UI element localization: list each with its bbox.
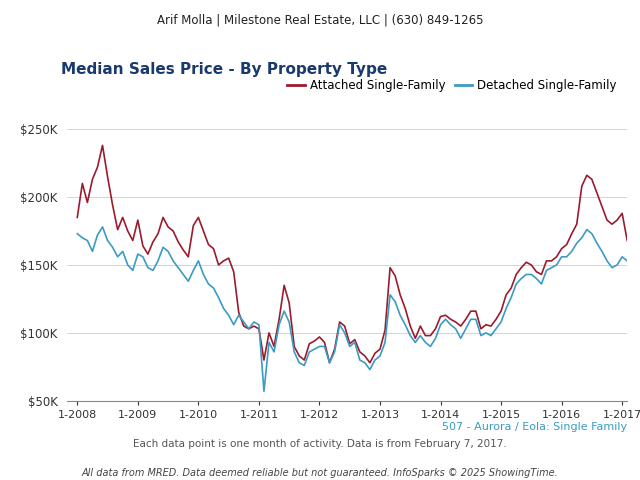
Detached Single-Family	[240, 319, 248, 325]
Text: 507 - Aurora / Eola: Single Family: 507 - Aurora / Eola: Single Family	[442, 422, 627, 432]
Attached Single-Family	[240, 323, 248, 329]
Attached Single-Family	[417, 323, 424, 329]
Text: All data from MRED. Data deemed reliable but not guaranteed. InfoSparks © 2025 S: All data from MRED. Data deemed reliable…	[82, 468, 558, 478]
Attached Single-Family	[497, 308, 505, 314]
Attached Single-Family	[99, 143, 106, 148]
Detached Single-Family	[558, 254, 566, 260]
Attached Single-Family	[558, 246, 566, 252]
Detached Single-Family	[260, 388, 268, 394]
Line: Detached Single-Family: Detached Single-Family	[77, 227, 640, 391]
Detached Single-Family	[417, 333, 424, 338]
Detached Single-Family	[497, 319, 505, 325]
Attached Single-Family	[326, 360, 333, 366]
Legend: Attached Single-Family, Detached Single-Family: Attached Single-Family, Detached Single-…	[282, 74, 621, 96]
Text: Arif Molla | Milestone Real Estate, LLC | (630) 849-1265: Arif Molla | Milestone Real Estate, LLC …	[157, 13, 483, 26]
Attached Single-Family	[205, 242, 212, 248]
Text: Each data point is one month of activity. Data is from February 7, 2017.: Each data point is one month of activity…	[133, 439, 507, 449]
Detached Single-Family	[74, 231, 81, 237]
Text: Median Sales Price - By Property Type: Median Sales Price - By Property Type	[61, 62, 387, 77]
Attached Single-Family	[74, 215, 81, 220]
Detached Single-Family	[205, 281, 212, 287]
Detached Single-Family	[99, 224, 106, 230]
Line: Attached Single-Family: Attached Single-Family	[77, 145, 640, 363]
